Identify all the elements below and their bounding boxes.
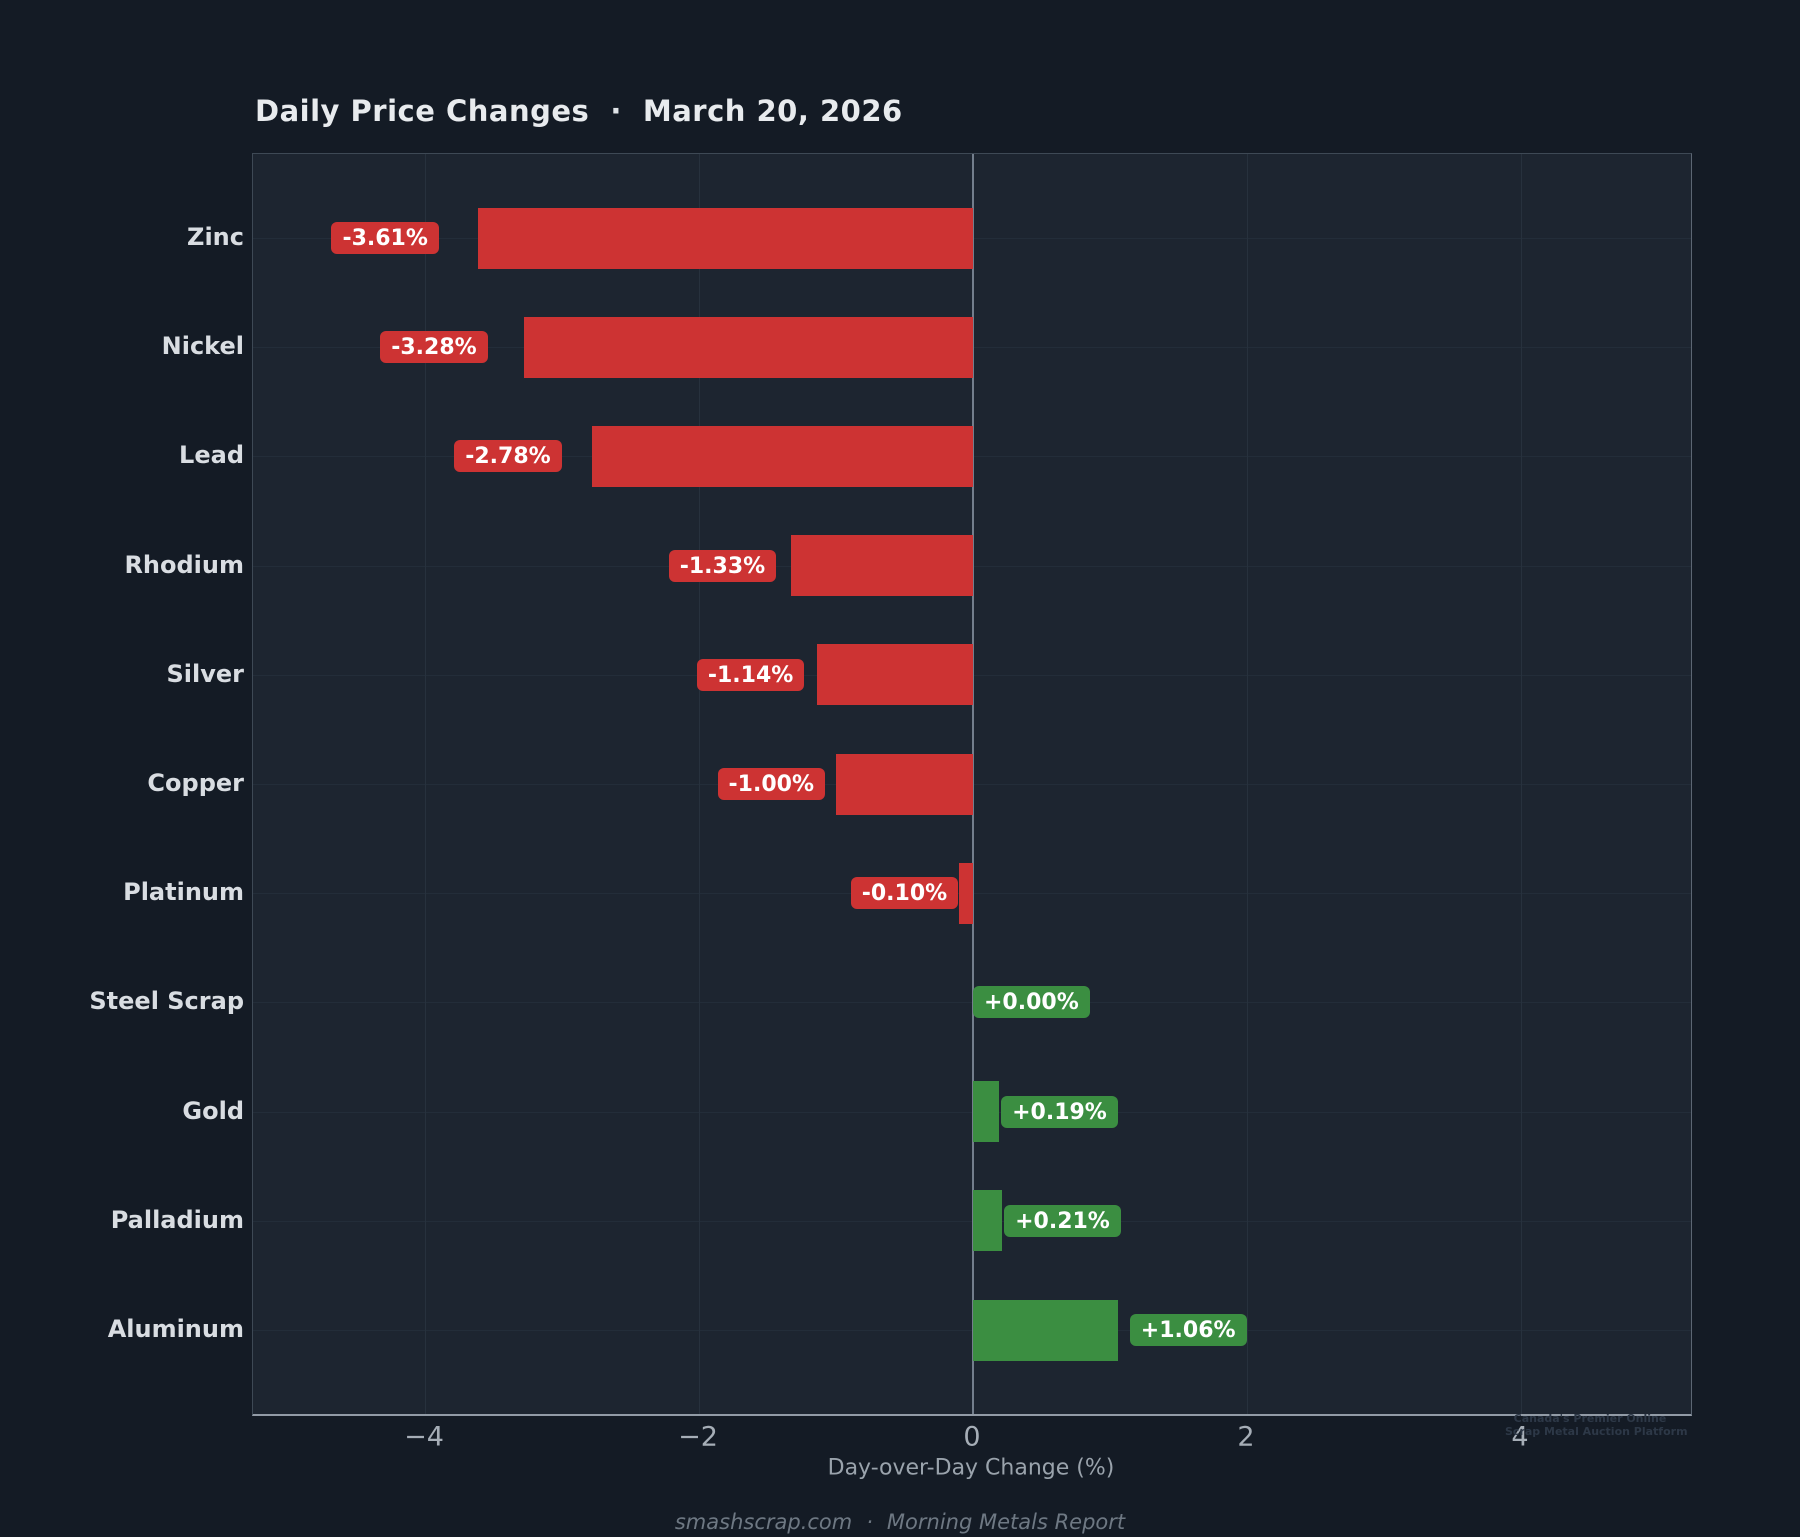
watermark: Canada's Premier Online Scrap Metal Auct… [1505, 1412, 1688, 1438]
chart-title: Daily Price Changes · March 20, 2026 [255, 94, 903, 128]
zero-line [972, 154, 974, 1414]
y-category-label: Nickel [161, 332, 244, 361]
bar-value-label: +1.06% [1129, 1314, 1247, 1346]
footer: smashscrap.com · Morning Metals Report [0, 1510, 1800, 1534]
bar-rhodium [790, 535, 973, 597]
x-tick-label: −4 [404, 1421, 444, 1453]
y-category-label: Aluminum [107, 1315, 244, 1343]
x-axis-title: Day-over-Day Change (%) [827, 1455, 1115, 1481]
y-category-label: Zinc [187, 223, 244, 251]
footer-report: Morning Metals Report [886, 1510, 1126, 1534]
chart-title-text: Daily Price Changes [255, 94, 590, 128]
gridline-vertical [425, 154, 426, 1414]
bar-silver [816, 644, 973, 706]
bar-value-label: +0.00% [973, 986, 1090, 1019]
bar-value-label: +0.19% [1001, 1095, 1118, 1128]
footer-separator-dot: · [866, 1510, 873, 1534]
x-tick-label: 4 [1511, 1421, 1529, 1453]
bar-value-label: +0.21% [1004, 1204, 1121, 1237]
bar-value-label: -0.10% [850, 877, 959, 910]
bar-value-label: -1.00% [717, 768, 825, 800]
bar-palladium [973, 1190, 1002, 1252]
bar-value-label: -2.78% [454, 440, 562, 473]
gridline-vertical [1247, 154, 1248, 1414]
bar-value-label: -1.14% [696, 658, 805, 691]
y-category-label: Lead [179, 441, 244, 470]
bar-nickel [523, 316, 973, 378]
bar-platinum [959, 862, 973, 924]
bar-aluminum [973, 1299, 1119, 1361]
y-category-label: Rhodium [124, 550, 244, 579]
chart-title-date: March 20, 2026 [642, 94, 903, 128]
bar-value-label: -1.33% [668, 549, 777, 582]
y-category-label: Gold [182, 1096, 244, 1125]
footer-site: smashscrap.com [674, 1510, 853, 1534]
x-tick-label: −2 [678, 1421, 718, 1453]
bar-gold [973, 1081, 999, 1143]
gridline-vertical [1521, 154, 1522, 1414]
gridline-vertical [699, 154, 700, 1414]
title-separator-dot: · [610, 94, 622, 128]
y-category-label: Silver [166, 659, 245, 688]
bar-zinc [478, 207, 973, 269]
watermark-line1: Canada's Premier Online [1513, 1412, 1667, 1425]
bar-value-label: -3.28% [380, 331, 488, 364]
watermark-line2: Scrap Metal Auction Platform [1505, 1425, 1688, 1438]
bar-value-label: -3.61% [331, 222, 439, 254]
y-category-label: Palladium [110, 1205, 244, 1234]
x-tick-label: 2 [1237, 1421, 1255, 1453]
y-category-label: Platinum [123, 878, 244, 907]
plot-area: -3.61% -3.28% -2.78% -1.33% -1.14% -1.00% -0.1… [252, 153, 1692, 1416]
y-category-label: Steel Scrap [89, 987, 244, 1016]
x-tick-label: 0 [963, 1421, 981, 1453]
bar-copper [836, 753, 973, 815]
y-category-label: Copper [147, 769, 244, 797]
bar-lead [592, 425, 973, 487]
